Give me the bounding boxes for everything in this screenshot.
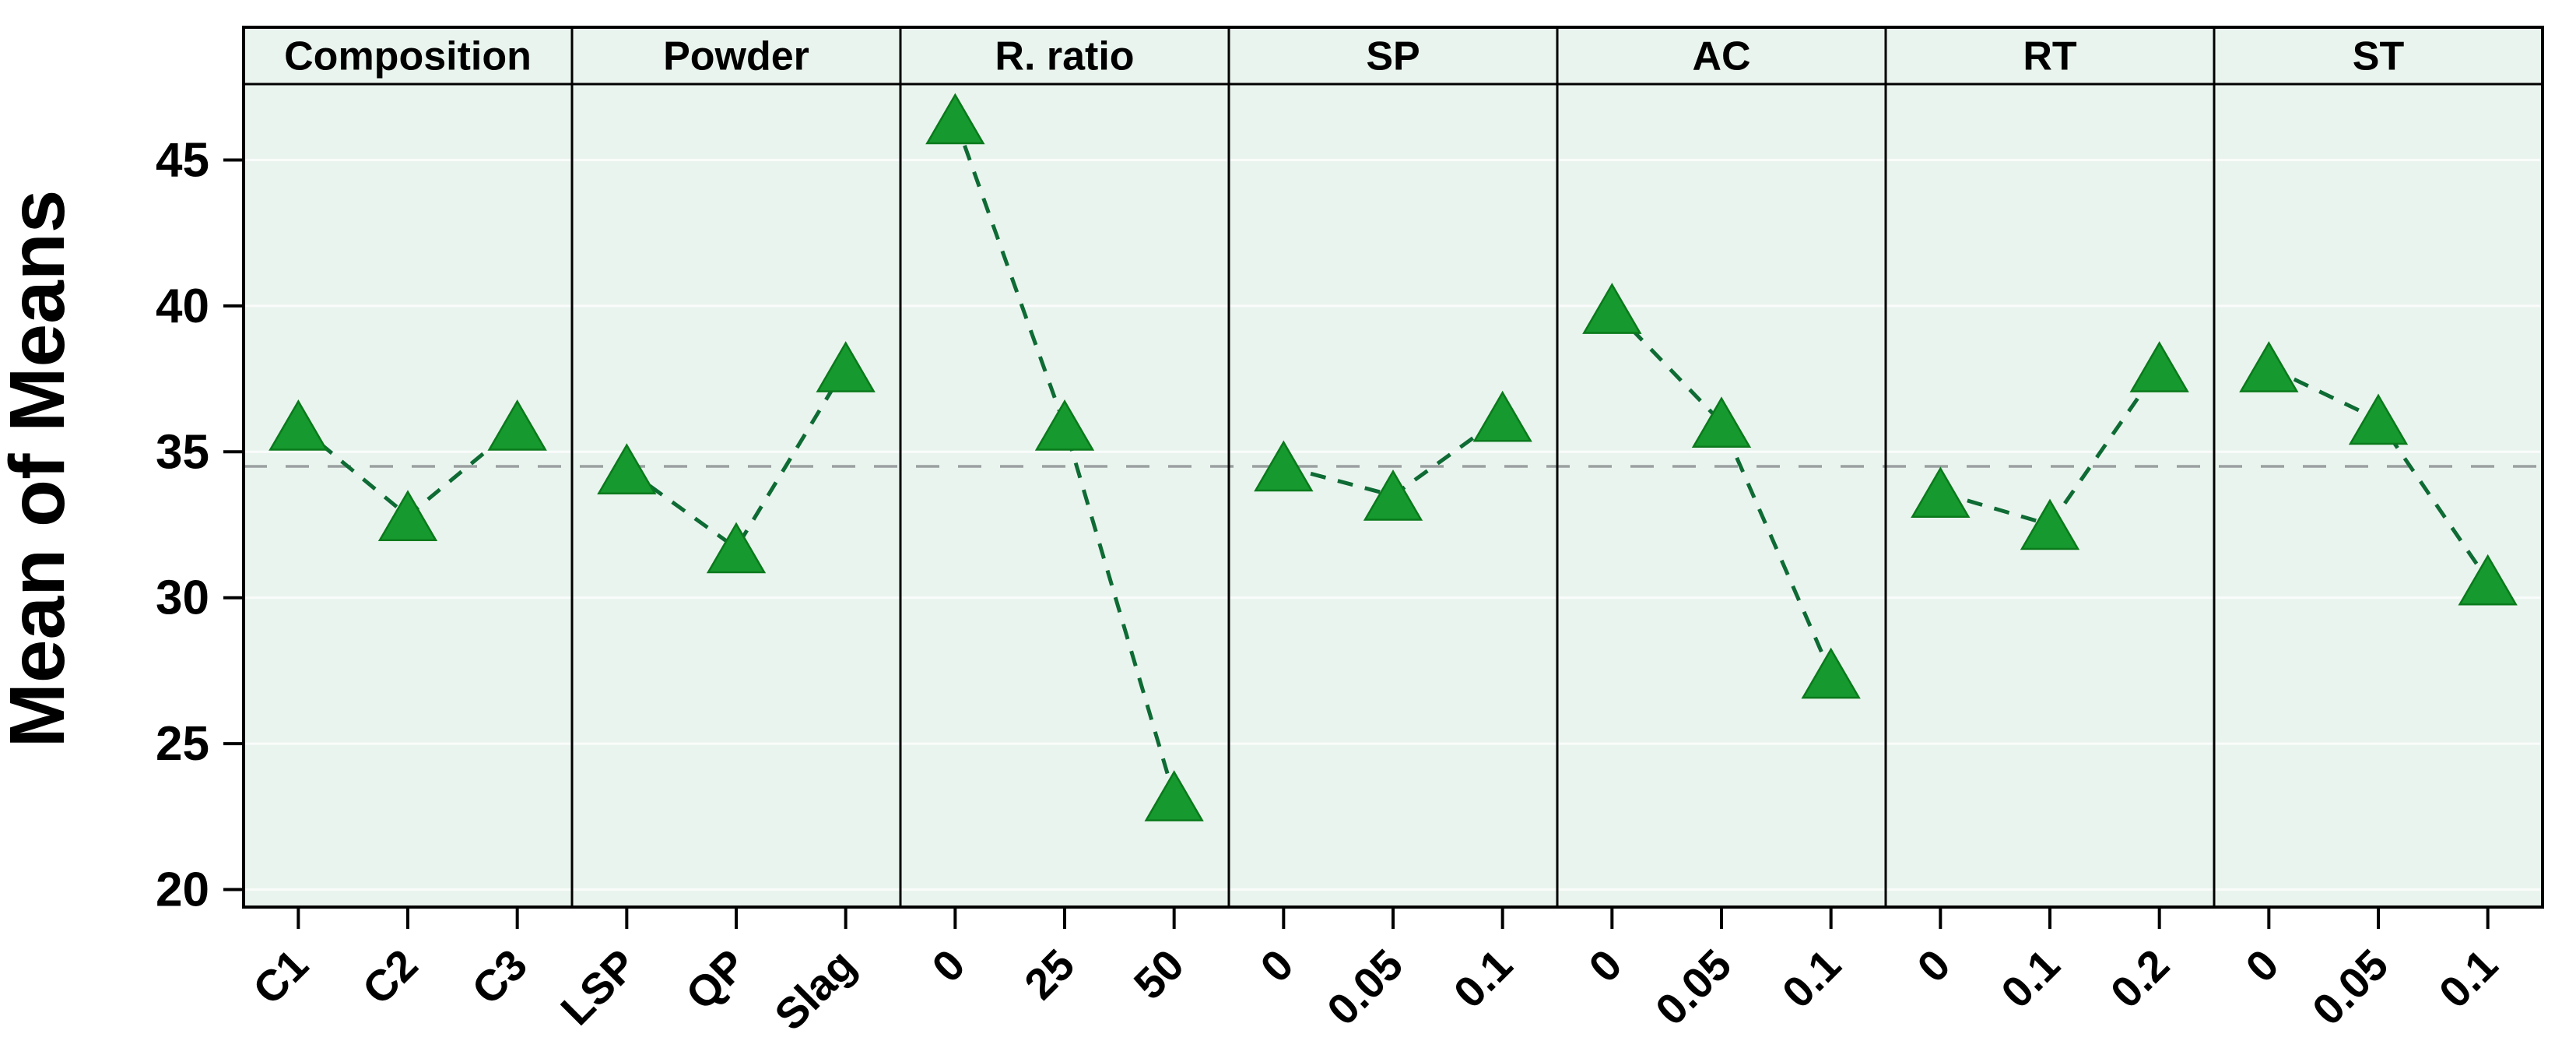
data-point-marker bbox=[1254, 440, 1314, 492]
y-axis: 20 25 30 35 40 45 bbox=[156, 133, 244, 917]
y-tick-label: 45 bbox=[156, 133, 209, 187]
data-point-marker bbox=[1363, 469, 1423, 521]
y-axis-title: Mean of Means bbox=[0, 190, 81, 748]
data-point-markers bbox=[268, 93, 2518, 821]
data-point-marker bbox=[1911, 466, 1971, 519]
panel-header-label: SP bbox=[1366, 34, 1420, 79]
data-point-marker bbox=[377, 490, 438, 541]
data-point-marker bbox=[1582, 283, 1642, 334]
data-point-marker bbox=[2239, 341, 2299, 392]
data-point-marker bbox=[597, 443, 657, 495]
data-point-marker bbox=[925, 93, 985, 145]
data-point-marker bbox=[1691, 396, 1752, 448]
data-point-marker bbox=[1144, 770, 1204, 821]
panel-header-label: ST bbox=[2353, 34, 2405, 79]
panel-header-label: AC bbox=[1692, 34, 1750, 79]
panel-header-label: Powder bbox=[663, 34, 809, 79]
data-point-marker bbox=[1801, 647, 1861, 699]
panel-headers: Composition Powder R. ratio SP AC RT ST bbox=[284, 34, 2404, 79]
data-point-marker bbox=[2348, 393, 2409, 445]
data-point-marker bbox=[2129, 341, 2189, 392]
y-tick-label: 30 bbox=[156, 571, 209, 625]
y-tick-label: 40 bbox=[156, 280, 209, 333]
data-point-marker bbox=[268, 399, 328, 451]
panel-header-label: RT bbox=[2023, 34, 2077, 79]
y-tick-label: 25 bbox=[156, 717, 209, 771]
y-tick-label: 20 bbox=[156, 863, 209, 917]
data-point-marker bbox=[1472, 390, 1532, 442]
panel-header-label: R. ratio bbox=[995, 34, 1134, 79]
data-point-marker bbox=[816, 341, 876, 392]
data-point-marker bbox=[2020, 498, 2080, 550]
gridlines bbox=[244, 158, 2543, 891]
data-point-marker bbox=[487, 399, 547, 451]
y-tick-label: 35 bbox=[156, 425, 209, 479]
data-point-marker bbox=[1034, 399, 1095, 451]
series-line-ac bbox=[1610, 307, 1833, 675]
panel-header-label: Composition bbox=[284, 34, 532, 79]
data-point-marker bbox=[2458, 554, 2518, 606]
data-point-marker bbox=[706, 522, 767, 574]
